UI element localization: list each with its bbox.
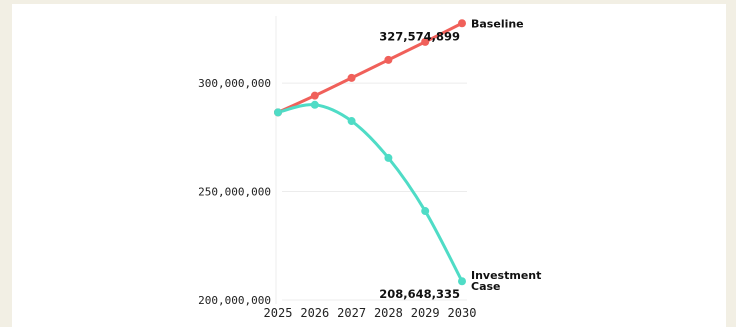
x-tick-label: 2026 [300, 306, 329, 320]
investment-case-end-value-label: 208,648,335 [379, 287, 460, 301]
investment-case-point [421, 207, 430, 216]
chart-panel: 200,000,000 250,000,000 300,000,000 2025 20… [12, 4, 726, 327]
baseline-point [384, 55, 393, 64]
baseline-end-value-label: 327,574,899 [379, 29, 460, 43]
gridlines [275, 16, 467, 304]
y-tick-label: 300,000,000 [198, 77, 271, 90]
baseline-point [310, 91, 319, 100]
investment-case-point [310, 100, 319, 109]
baseline-point [458, 19, 466, 28]
baseline-name-label: Baseline [471, 17, 524, 30]
series-points [274, 19, 466, 286]
investment-case-name-label: Case [471, 280, 501, 293]
investment-case-point [384, 153, 393, 162]
x-tick-label: 2029 [411, 306, 440, 320]
x-tick-label: 2028 [374, 306, 403, 320]
investment-case-name-label: Investment [471, 269, 541, 282]
x-axis: 2025 2026 2027 2028 2029 2030 [264, 306, 477, 320]
x-tick-label: 2025 [264, 306, 293, 320]
y-tick-label: 200,000,000 [198, 294, 271, 307]
investment-case-point [458, 277, 466, 286]
y-axis: 200,000,000 250,000,000 300,000,000 [198, 77, 271, 307]
investment-case-line [276, 103, 464, 283]
baseline-point [347, 73, 356, 82]
x-tick-label: 2027 [337, 306, 366, 320]
series-lines [276, 21, 464, 283]
x-tick-label: 2030 [448, 306, 477, 320]
baseline-point [421, 37, 430, 46]
investment-case-point [347, 117, 356, 126]
investment-case-point [274, 108, 282, 117]
y-tick-label: 250,000,000 [198, 186, 271, 199]
